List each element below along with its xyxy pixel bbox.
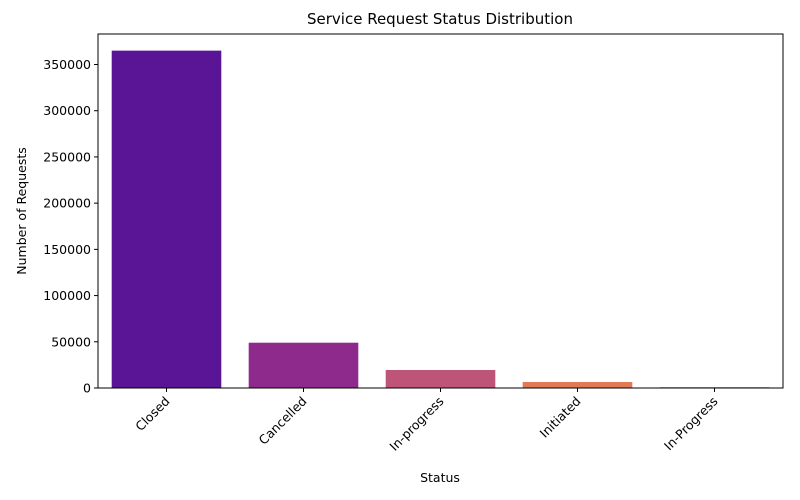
x-tick-label: Initiated [536, 394, 583, 441]
x-tick-label: Cancelled [256, 394, 310, 448]
bar-cancelled [248, 342, 359, 388]
y-tick-label: 350000 [43, 57, 91, 72]
bar-initiated [522, 381, 633, 388]
bar-in-progress [385, 369, 496, 388]
y-tick-label: 0 [83, 381, 91, 396]
x-tick-label: In-Progress [661, 394, 721, 454]
y-tick-label: 250000 [43, 149, 91, 164]
x-axis-title: Status [420, 470, 460, 485]
x-tick-label: Closed [132, 394, 172, 434]
x-tick-label: In-progress [386, 394, 446, 454]
y-tick-label: 150000 [43, 242, 91, 257]
y-axis-title: Number of Requests [14, 147, 29, 275]
y-tick-label: 200000 [43, 196, 91, 211]
chart-title: Service Request Status Distribution [307, 10, 573, 28]
y-tick-label: 50000 [51, 334, 91, 349]
y-tick-label: 100000 [43, 288, 91, 303]
y-tick-label: 300000 [43, 103, 91, 118]
bar-closed [111, 50, 222, 388]
plot-area: 0 50000 100000 150000 200000 250000 300000 3500… [43, 33, 784, 454]
